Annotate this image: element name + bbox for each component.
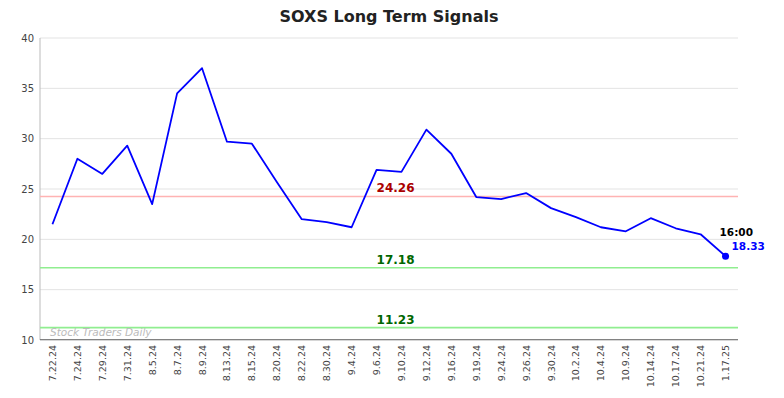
- y-tick-label: 35: [21, 83, 34, 94]
- grid-line: [40, 88, 738, 89]
- x-tick-label: 10.9.24: [620, 345, 631, 381]
- x-tick-label: 8.30.24: [321, 345, 332, 381]
- reference-label: 11.23: [377, 313, 415, 327]
- grid: [40, 38, 738, 340]
- x-tick-label: 8.9.24: [197, 345, 208, 375]
- x-tick-label: 9.12.24: [421, 345, 432, 381]
- end-price-label: 18.33: [732, 240, 765, 252]
- reference-line: [40, 267, 738, 269]
- x-tick-label: 7.22.24: [47, 345, 58, 381]
- x-tick-label: 7.24.24: [72, 345, 83, 381]
- x-tick-label: 8.20.24: [271, 345, 282, 381]
- y-tick-label: 25: [21, 184, 34, 195]
- x-tick-label: 10.21.24: [695, 345, 706, 387]
- x-tick-label: 9.24.24: [496, 345, 507, 381]
- reference-line: [40, 196, 738, 198]
- y-tick-label: 15: [21, 284, 34, 295]
- x-tick-label: 7.31.24: [122, 345, 133, 381]
- x-axis: [40, 340, 738, 341]
- x-tick-label: 8.22.24: [296, 345, 307, 381]
- y-axis: [40, 38, 41, 340]
- price-line: [52, 68, 725, 256]
- grid-line: [40, 340, 738, 341]
- plot-area: [40, 68, 738, 340]
- grid-line: [40, 38, 738, 39]
- y-tick-label: 10: [21, 335, 34, 346]
- x-tick-label: 9.6.24: [371, 345, 382, 375]
- grid-line: [40, 138, 738, 139]
- x-tick-label: 1.17.25: [720, 345, 731, 381]
- reference-label: 24.26: [377, 181, 415, 195]
- x-tick-label: 8.5.24: [147, 345, 158, 375]
- watermark: Stock Traders Daily: [50, 326, 152, 338]
- x-tick-label: 8.7.24: [172, 345, 183, 375]
- last-point: [722, 253, 729, 260]
- x-tick-label: 10.14.24: [645, 345, 656, 387]
- x-tick-label: 10.2.24: [570, 345, 581, 381]
- x-tick-label: 9.16.24: [446, 345, 457, 381]
- x-tick-label: 9.19.24: [471, 345, 482, 381]
- title: SOXS Long Term Signals: [279, 7, 498, 26]
- chart: SOXS Long Term Signals 10 15 20 25 30 35 40 7.22…: [0, 0, 784, 398]
- reference-label: 17.18: [377, 253, 415, 267]
- x-tick-label: 9.10.24: [396, 345, 407, 381]
- x-tick-label: 9.30.24: [546, 345, 557, 381]
- reference-line: [40, 339, 738, 340]
- x-tick-label: 8.13.24: [221, 345, 232, 381]
- x-tick-label: 10.17.24: [670, 345, 681, 387]
- end-time-label: 16:00: [720, 226, 753, 238]
- x-tick-label: 8.15.24: [246, 345, 257, 381]
- x-tick-label: 7.29.24: [97, 345, 108, 381]
- x-tick-label: 10.4.24: [595, 345, 606, 381]
- grid-line: [40, 239, 738, 240]
- y-tick-label: 30: [21, 133, 34, 144]
- grid-line: [40, 289, 738, 290]
- x-tick-label: 9.4.24: [346, 345, 357, 375]
- x-tick-label: 9.26.24: [521, 345, 532, 381]
- y-tick-label: 20: [21, 234, 34, 245]
- y-tick-label: 40: [21, 33, 34, 44]
